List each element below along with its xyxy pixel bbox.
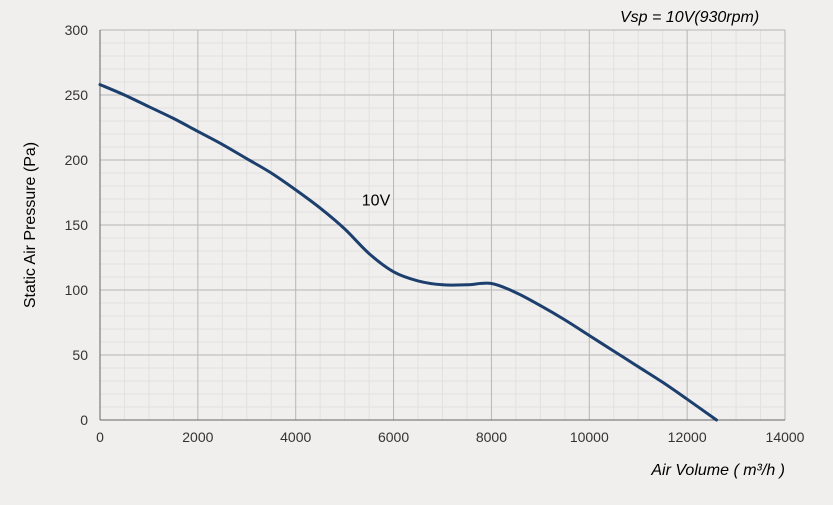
y-tick-label: 250: [65, 87, 89, 103]
chart-svg: 0 2000 4000 6000 8000 10000 12000 14000 0 50 100 15…: [0, 0, 833, 505]
y-tick-label: 100: [65, 282, 89, 298]
x-tick-label: 10000: [570, 429, 609, 445]
y-axis-label: Static Air Pressure (Pa): [22, 142, 39, 308]
y-tick-label: 300: [65, 22, 89, 38]
y-tick-label: 150: [65, 217, 89, 233]
x-tick-label: 0: [96, 429, 104, 445]
x-tick-label: 4000: [280, 429, 311, 445]
series-line-0: [100, 85, 717, 420]
x-axis-label: Air Volume ( m³/h ): [650, 462, 785, 479]
x-tick-label: 14000: [766, 429, 805, 445]
tick-labels: 0 2000 4000 6000 8000 10000 12000 14000 0 50 100 15…: [65, 22, 805, 445]
fan-curve-chart: 0 2000 4000 6000 8000 10000 12000 14000 0 50 100 15…: [0, 0, 833, 505]
top-right-annotation: Vsp = 10V(930rpm): [620, 9, 759, 26]
x-tick-label: 6000: [378, 429, 409, 445]
x-tick-label: 12000: [668, 429, 707, 445]
x-tick-label: 8000: [476, 429, 507, 445]
y-tick-label: 0: [80, 412, 88, 428]
y-tick-label: 200: [65, 152, 89, 168]
series-label-0: 10V: [362, 193, 391, 210]
x-tick-label: 2000: [182, 429, 213, 445]
y-tick-label: 50: [72, 347, 88, 363]
